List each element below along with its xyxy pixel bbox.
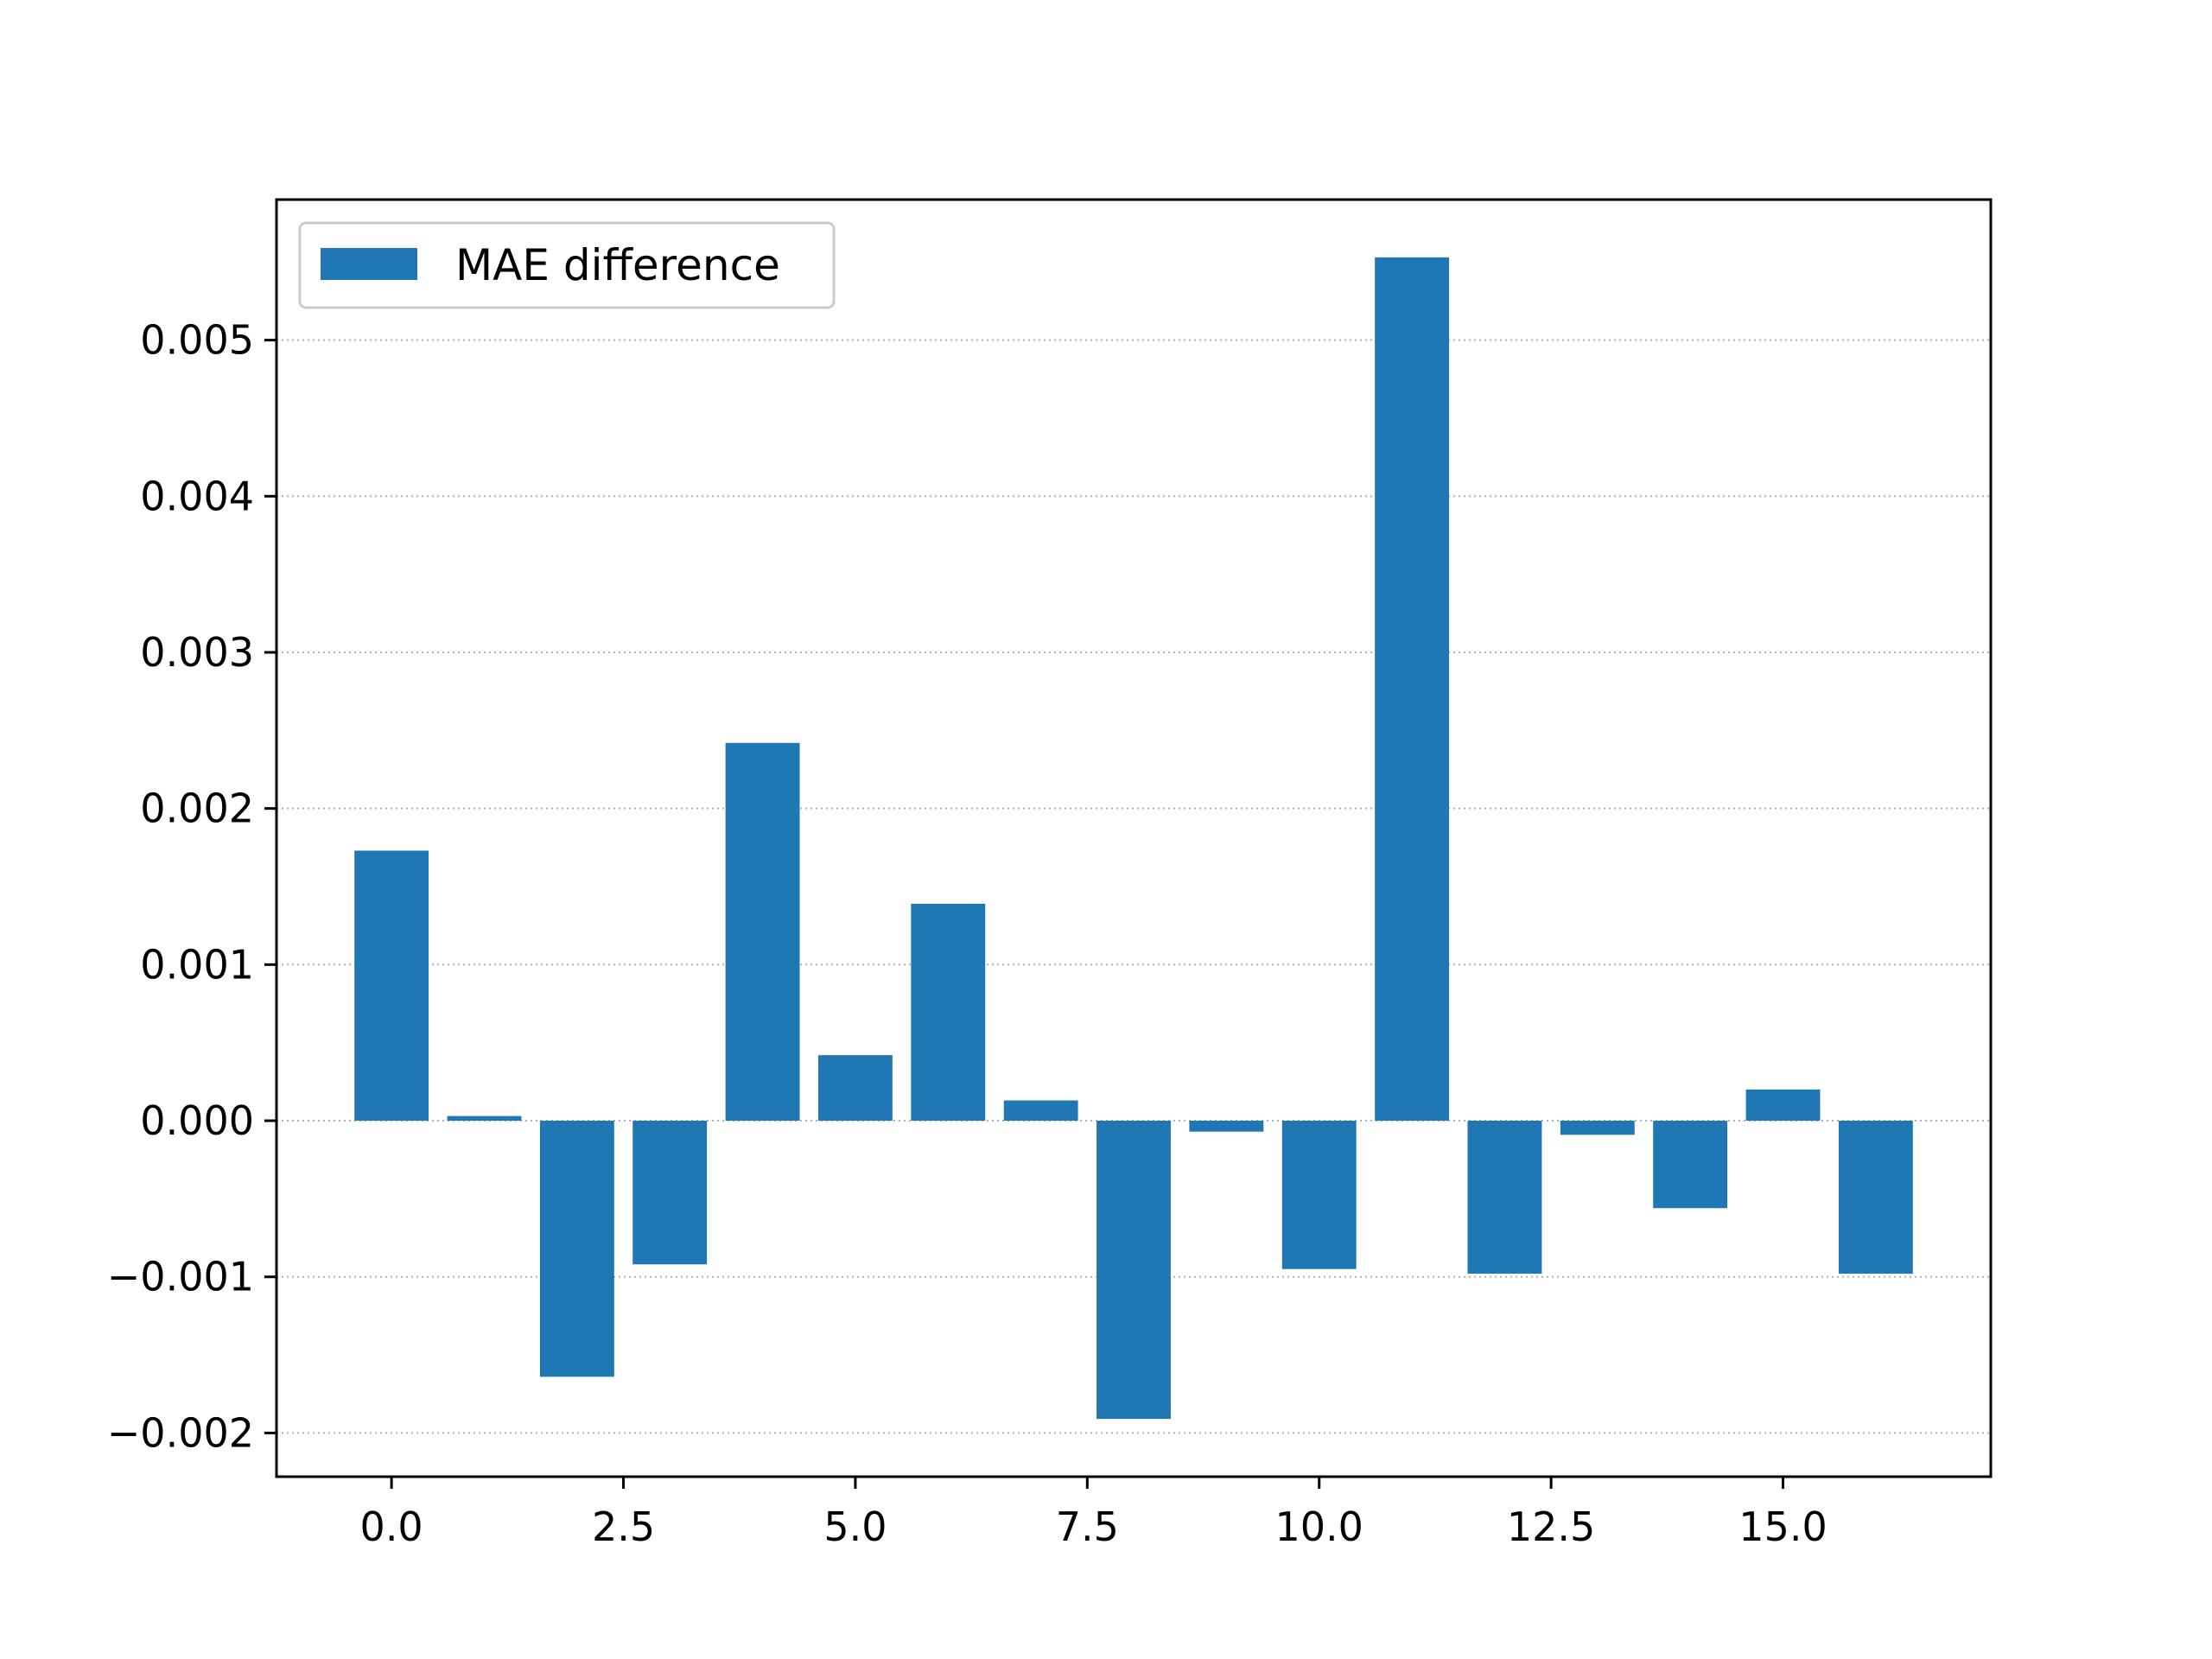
x-axis: 0.0 2.5 5.0 7.5 10.0 12.5 15.0	[360, 1477, 1827, 1550]
y-tick-label: −0.001	[107, 1254, 254, 1300]
bar	[1096, 1121, 1171, 1420]
bar	[1281, 1121, 1357, 1269]
bar	[1745, 1089, 1821, 1122]
bars	[354, 257, 1913, 1420]
x-tick-label: 15.0	[1738, 1503, 1827, 1550]
bar	[911, 903, 986, 1122]
y-tick-label: 0.004	[140, 473, 254, 519]
bar	[817, 1055, 893, 1122]
bar	[632, 1121, 708, 1265]
y-tick-label: 0.000	[140, 1097, 254, 1144]
legend: MAE difference	[298, 221, 836, 309]
bar	[1653, 1121, 1728, 1209]
legend-label: MAE difference	[455, 240, 780, 290]
bar	[1189, 1121, 1264, 1132]
x-tick-label: 7.5	[1056, 1503, 1119, 1550]
y-axis: −0.002 −0.001 0.000 0.001 0.002 0.003 0.004 0.0…	[107, 317, 276, 1456]
x-tick-label: 5.0	[823, 1503, 887, 1550]
bar	[1467, 1121, 1542, 1274]
x-tick-label: 0.0	[360, 1503, 423, 1550]
bar	[539, 1121, 614, 1377]
legend-frame	[298, 221, 836, 309]
y-tick-label: 0.001	[140, 941, 254, 988]
legend-swatch	[321, 248, 417, 280]
bar	[354, 850, 429, 1122]
bar	[725, 742, 800, 1122]
bar	[1003, 1100, 1078, 1122]
bar	[447, 1116, 522, 1122]
plot-frame	[275, 198, 1993, 1478]
x-tick-label: 10.0	[1275, 1503, 1363, 1550]
y-tick-label: 0.005	[140, 317, 254, 364]
bar	[1375, 257, 1450, 1122]
y-tick-label: 0.002	[140, 785, 254, 832]
bar	[1560, 1121, 1635, 1135]
x-tick-label: 12.5	[1507, 1503, 1595, 1550]
bar	[1838, 1121, 1913, 1274]
y-tick-label: −0.002	[107, 1409, 254, 1456]
x-tick-label: 2.5	[592, 1503, 655, 1550]
y-tick-label: 0.003	[140, 629, 254, 676]
